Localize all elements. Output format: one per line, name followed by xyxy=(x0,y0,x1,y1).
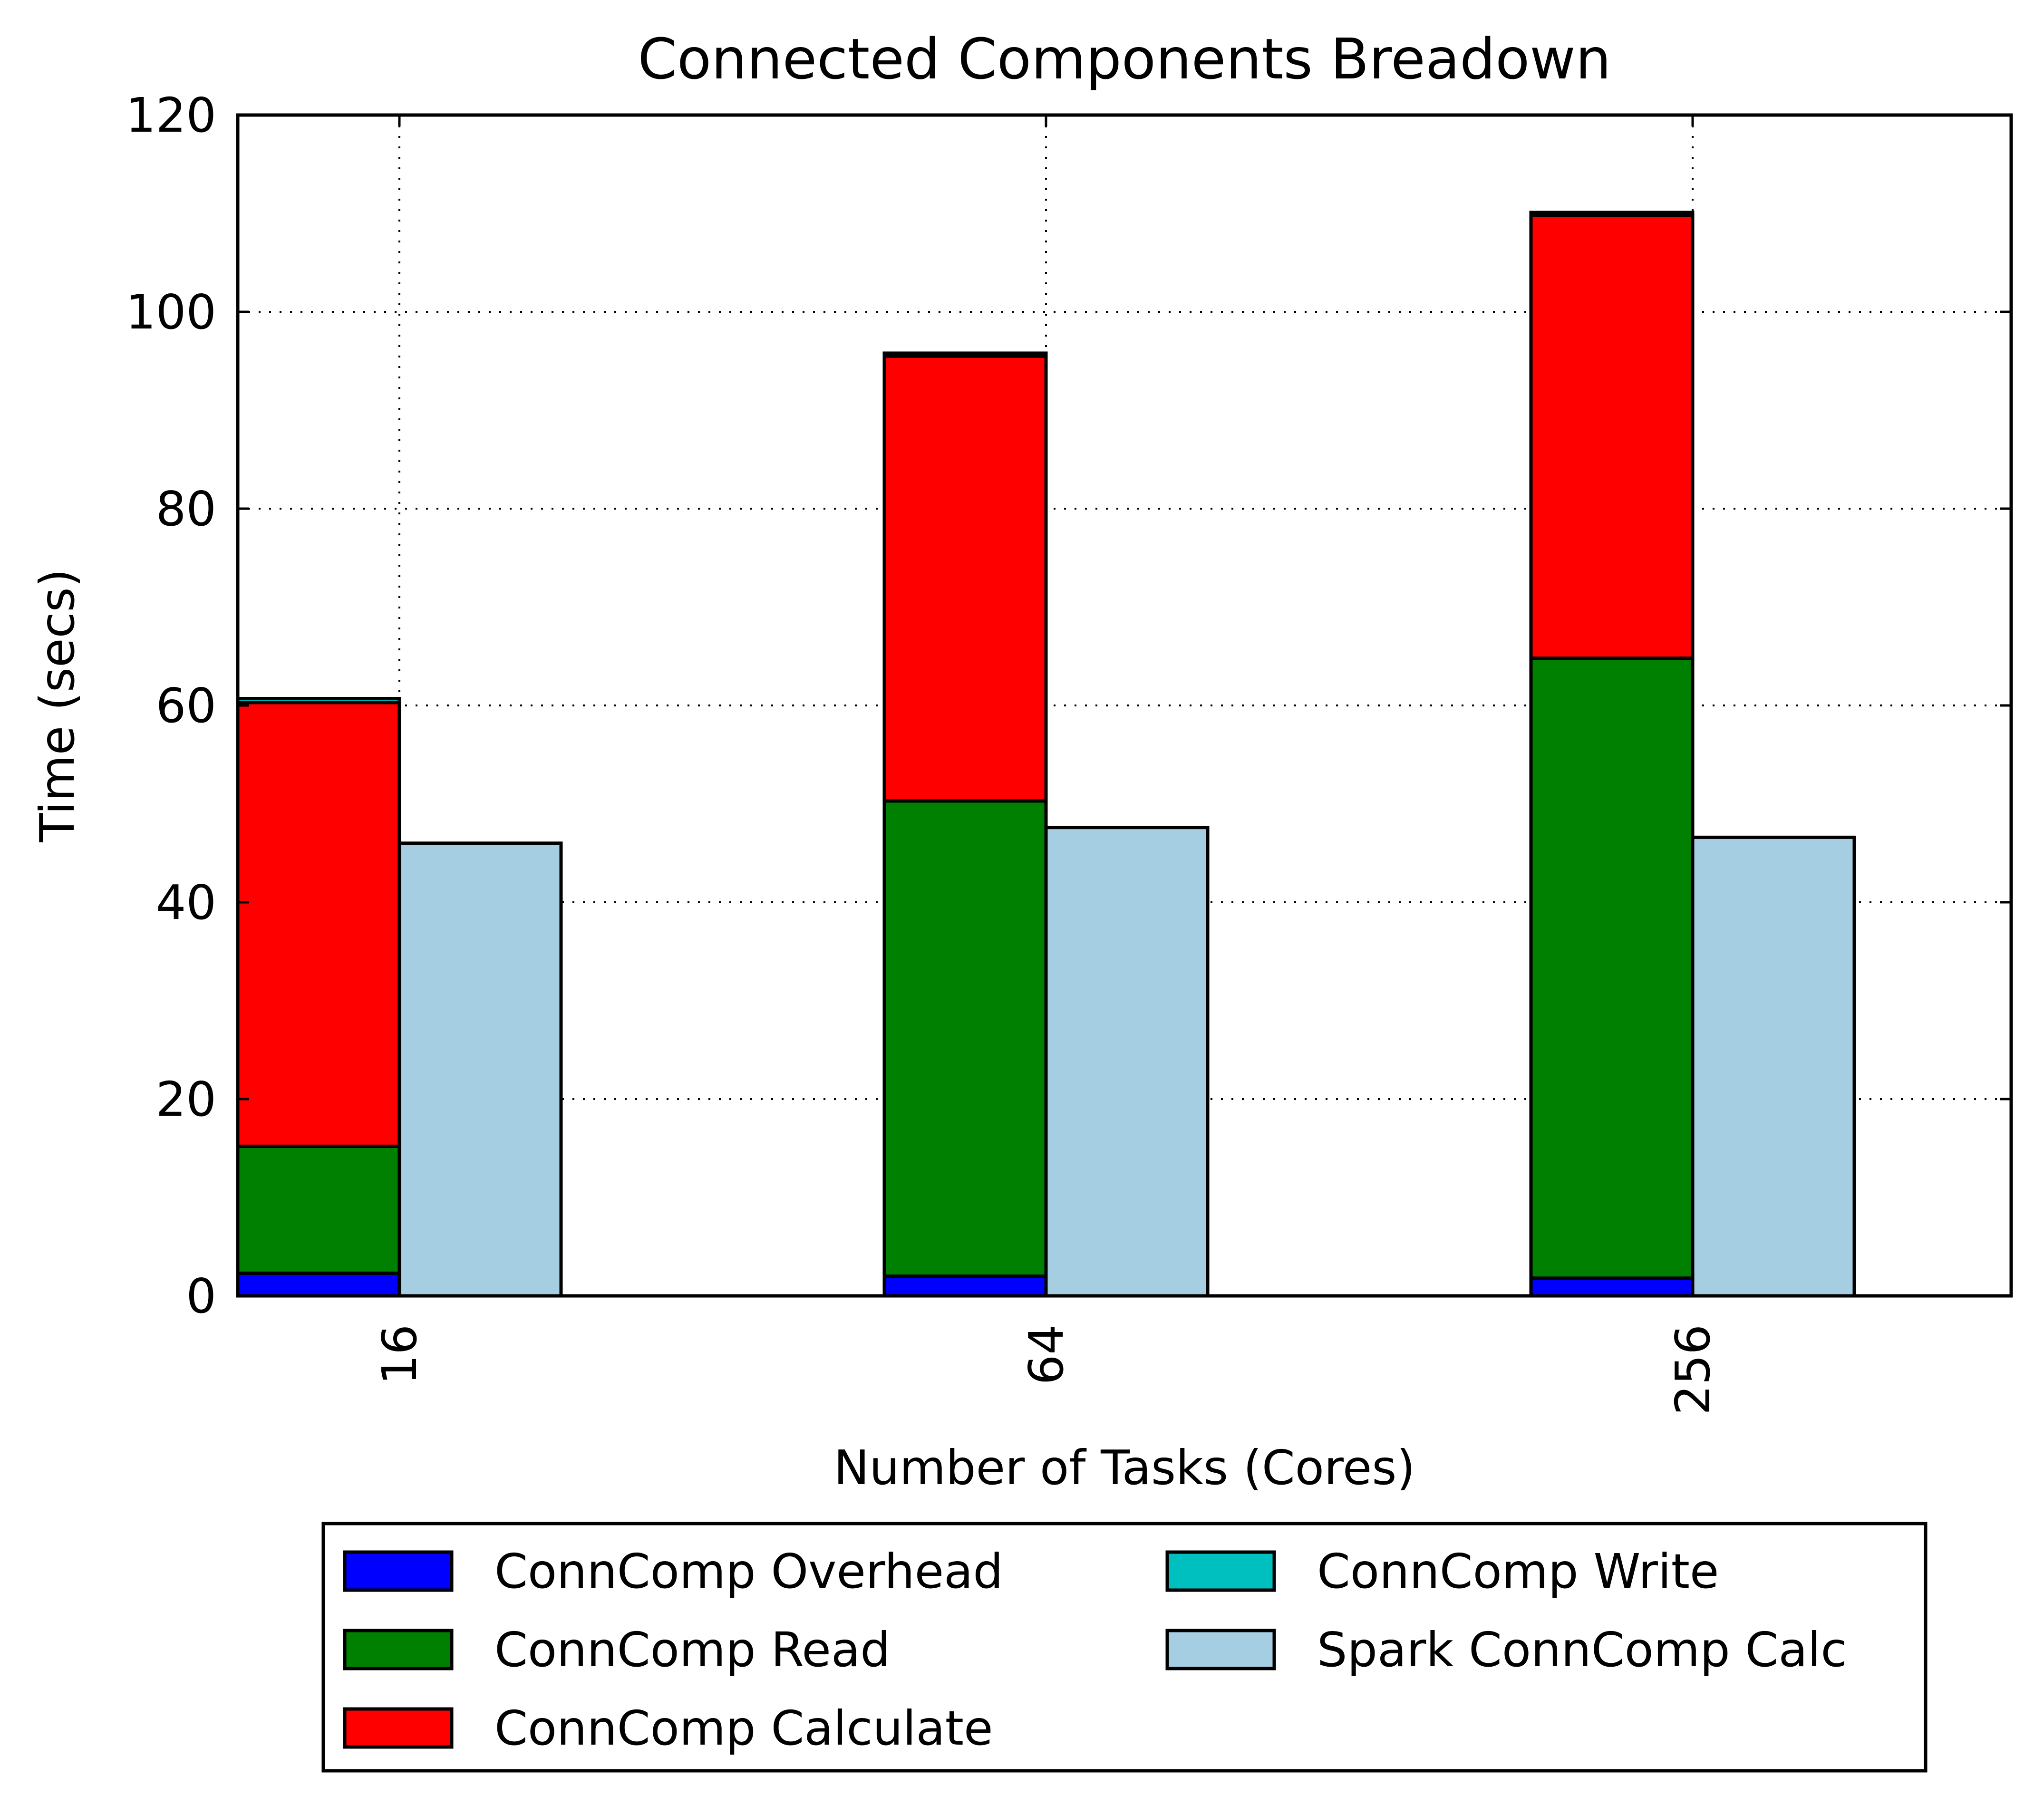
legend-items: ConnComp Overhead ConnComp Read ConnComp C… xyxy=(343,1544,1847,1756)
bar-conncomp-calculate-64 xyxy=(882,354,1048,803)
legend-label-conncomp-read: ConnComp Read xyxy=(494,1622,891,1678)
chart-title: Connected Components Breadown xyxy=(638,26,1611,92)
legend-label-conncomp-overhead: ConnComp Overhead xyxy=(494,1544,1003,1599)
legend-swatch-conncomp-write xyxy=(1165,1550,1276,1592)
bar-spark-conncomp-calc-64 xyxy=(1044,826,1210,1298)
bar-conncomp-calculate-16 xyxy=(236,701,401,1148)
y-tick-label: 40 xyxy=(156,875,216,930)
x-tick-label: 16 xyxy=(372,1324,427,1385)
legend-label-conncomp-calculate: ConnComp Calculate xyxy=(494,1700,993,1756)
bar-conncomp-write-64 xyxy=(882,351,1048,358)
x-tick-label: 256 xyxy=(1665,1324,1721,1415)
legend-swatch-conncomp-overhead xyxy=(343,1550,454,1592)
bar-conncomp-write-256 xyxy=(1529,211,1695,217)
bar-conncomp-read-256 xyxy=(1529,656,1695,1280)
y-tick-label: 0 xyxy=(186,1268,216,1324)
legend-label-conncomp-write: ConnComp Write xyxy=(1317,1544,1719,1599)
bar-conncomp-read-16 xyxy=(236,1144,401,1275)
bar-conncomp-read-64 xyxy=(882,799,1048,1278)
bar-spark-conncomp-calc-256 xyxy=(1691,835,1856,1298)
legend: ConnComp Overhead ConnComp Read ConnComp C… xyxy=(321,1522,1928,1773)
y-tick-label: 100 xyxy=(126,284,216,340)
legend-label-spark-conncomp-calc: Spark ConnComp Calc xyxy=(1317,1622,1847,1678)
bars-layer xyxy=(236,211,1856,1298)
y-tick-label: 60 xyxy=(156,678,216,734)
legend-frame xyxy=(321,1522,1928,1773)
legend-swatch-spark-conncomp-calc xyxy=(1165,1629,1276,1670)
bar-conncomp-write-16 xyxy=(236,697,401,705)
y-tick-label: 120 xyxy=(126,87,216,143)
x-axis-label: Number of Tasks (Cores) xyxy=(834,1440,1415,1496)
bar-conncomp-calculate-256 xyxy=(1529,213,1695,660)
x-tick-label: 64 xyxy=(1018,1324,1074,1385)
y-tick-label: 20 xyxy=(156,1071,216,1127)
y-axis-label: Time (secs) xyxy=(29,569,85,842)
bar-conncomp-overhead-64 xyxy=(882,1274,1048,1298)
ticks-layer: 0 20 40 60 80 100 120 16 64 256 xyxy=(126,87,2011,1415)
bar-spark-conncomp-calc-16 xyxy=(397,841,563,1298)
legend-swatch-conncomp-calculate xyxy=(343,1707,454,1749)
bar-conncomp-overhead-256 xyxy=(1529,1276,1695,1298)
y-tick-label: 80 xyxy=(156,481,216,537)
legend-swatch-conncomp-read xyxy=(343,1629,454,1670)
bar-conncomp-overhead-16 xyxy=(236,1271,401,1298)
